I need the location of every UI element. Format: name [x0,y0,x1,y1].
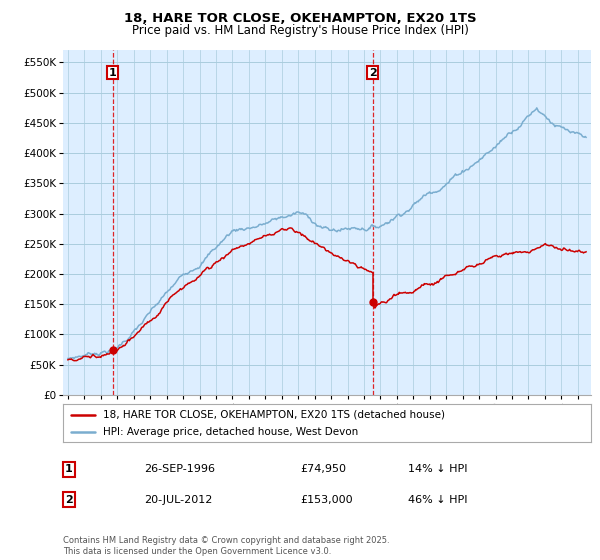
Text: 46% ↓ HPI: 46% ↓ HPI [408,494,467,505]
Text: 1: 1 [109,68,117,78]
Text: 18, HARE TOR CLOSE, OKEHAMPTON, EX20 1TS (detached house): 18, HARE TOR CLOSE, OKEHAMPTON, EX20 1TS… [103,409,445,419]
Text: 1: 1 [65,464,73,474]
Text: 20-JUL-2012: 20-JUL-2012 [144,494,212,505]
Text: 2: 2 [65,494,73,505]
Text: £153,000: £153,000 [300,494,353,505]
Text: HPI: Average price, detached house, West Devon: HPI: Average price, detached house, West… [103,427,358,437]
Text: £74,950: £74,950 [300,464,346,474]
Text: 26-SEP-1996: 26-SEP-1996 [144,464,215,474]
Text: Contains HM Land Registry data © Crown copyright and database right 2025.
This d: Contains HM Land Registry data © Crown c… [63,536,389,556]
Text: 18, HARE TOR CLOSE, OKEHAMPTON, EX20 1TS: 18, HARE TOR CLOSE, OKEHAMPTON, EX20 1TS [124,12,476,25]
Text: 14% ↓ HPI: 14% ↓ HPI [408,464,467,474]
Text: 2: 2 [369,68,377,78]
Text: Price paid vs. HM Land Registry's House Price Index (HPI): Price paid vs. HM Land Registry's House … [131,24,469,36]
